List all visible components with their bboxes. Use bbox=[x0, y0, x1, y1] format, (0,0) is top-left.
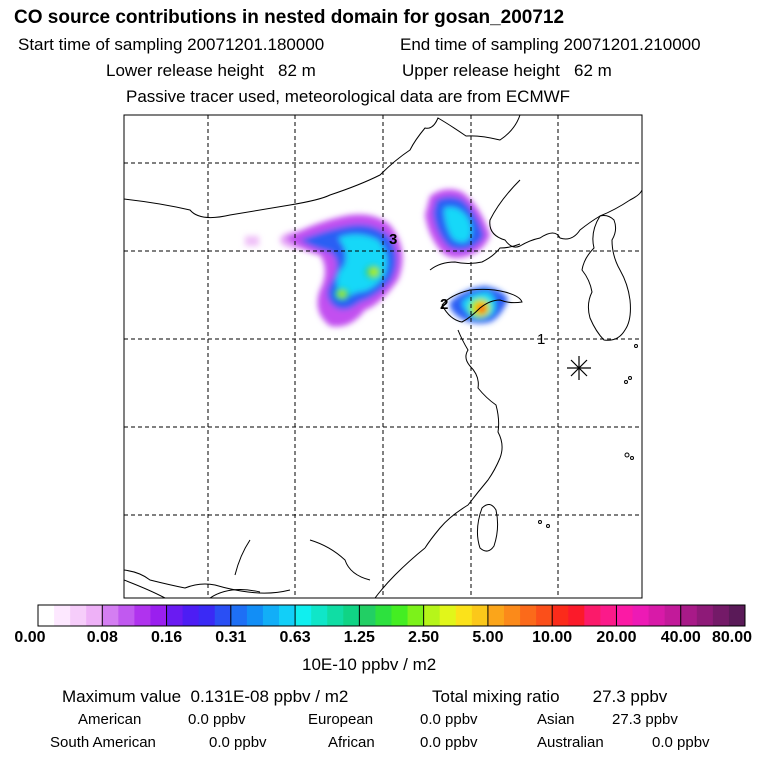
colorbar-tick-label: 0.31 bbox=[215, 629, 247, 646]
colorbar-swatch bbox=[86, 605, 103, 626]
colorbar-swatch bbox=[102, 605, 119, 626]
colorbar-swatch bbox=[680, 605, 698, 626]
plume-2 bbox=[449, 286, 508, 324]
region-name-african: African bbox=[328, 734, 375, 751]
colorbar-swatch bbox=[664, 605, 682, 626]
map-area: 3 2 1 bbox=[124, 115, 642, 598]
colorbar-swatch bbox=[616, 605, 633, 626]
plume-north bbox=[425, 189, 490, 258]
colorbar bbox=[37, 604, 746, 627]
colorbar-tick-label: 0.63 bbox=[279, 629, 311, 646]
colorbar-swatch bbox=[520, 605, 537, 626]
colorbar-swatch bbox=[359, 605, 376, 626]
region-value-european: 0.0 ppbv bbox=[420, 711, 478, 728]
region-name-asian: Asian bbox=[537, 711, 575, 728]
colorbar-swatch bbox=[54, 605, 71, 626]
maximum-value: Maximum value 0.131E-08 ppbv / m2 bbox=[62, 687, 349, 706]
region-value-asian: 27.3 ppbv bbox=[612, 711, 678, 728]
colorbar-swatch bbox=[487, 605, 505, 626]
colorbar-swatch bbox=[536, 605, 553, 626]
colorbar-swatch bbox=[600, 605, 617, 626]
colorbar-swatch bbox=[728, 605, 746, 626]
colorbar-swatch bbox=[134, 605, 151, 626]
colorbar-swatch bbox=[552, 605, 569, 626]
colorbar-tick-label: 40.00 bbox=[660, 629, 701, 646]
colorbar-swatch bbox=[327, 605, 344, 626]
colorbar-swatch bbox=[118, 605, 135, 626]
colorbar-swatch bbox=[150, 605, 167, 626]
colorbar-swatch bbox=[407, 605, 425, 626]
colorbar-swatch bbox=[230, 605, 248, 626]
colorbar-tick-label: 0.00 bbox=[14, 629, 46, 646]
region-name-south-american: South American bbox=[50, 734, 156, 751]
colorbar-swatch bbox=[182, 605, 200, 626]
region-value-african: 0.0 ppbv bbox=[420, 734, 478, 751]
colorbar-swatch bbox=[214, 605, 232, 626]
upper-release-height: Upper release height 62 m bbox=[402, 61, 612, 80]
colorbar-unit: 10E-10 ppbv / m2 bbox=[302, 655, 437, 674]
colorbar-tick-label: 1.25 bbox=[343, 629, 375, 646]
colorbar-swatch bbox=[503, 605, 521, 626]
colorbar-swatch bbox=[198, 605, 216, 626]
start-time: Start time of sampling 20071201.180000 bbox=[18, 35, 325, 54]
map-label-2: 2 bbox=[440, 296, 448, 313]
colorbar-swatch bbox=[648, 605, 666, 626]
colorbar-swatch bbox=[279, 605, 296, 626]
colorbar-swatch bbox=[423, 605, 441, 626]
colorbar-swatch bbox=[38, 605, 55, 626]
region-value-australian: 0.0 ppbv bbox=[652, 734, 710, 751]
colorbar-swatch bbox=[295, 605, 312, 626]
colorbar-swatch bbox=[262, 605, 280, 626]
colorbar-swatch bbox=[375, 605, 392, 626]
region-name-australian: Australian bbox=[537, 734, 604, 751]
map-frame bbox=[123, 114, 643, 599]
total-mixing-ratio: Total mixing ratio 27.3 ppbv bbox=[432, 687, 668, 706]
colorbar-swatch bbox=[712, 605, 730, 626]
colorbar-swatch bbox=[166, 605, 184, 626]
colorbar-swatch bbox=[455, 605, 473, 626]
colorbar-swatch bbox=[696, 605, 714, 626]
colorbar-tick-label: 5.00 bbox=[472, 629, 504, 646]
colorbar-swatch bbox=[311, 605, 328, 626]
colorbar-tick-label: 80.00 bbox=[711, 629, 753, 646]
colorbar-frame bbox=[37, 604, 746, 627]
colorbar-swatch bbox=[471, 605, 489, 626]
colorbar-swatch bbox=[439, 605, 457, 626]
region-name-american: American bbox=[78, 711, 142, 728]
station-marker-icon bbox=[567, 356, 591, 380]
colorbar-tick-label: 20.00 bbox=[596, 629, 637, 646]
end-time: End time of sampling 20071201.210000 bbox=[400, 35, 701, 54]
map-label-1: 1 bbox=[537, 331, 545, 348]
region-value-south-american: 0.0 ppbv bbox=[209, 734, 267, 751]
tracer-note: Passive tracer used, meteorological data… bbox=[126, 87, 571, 106]
colorbar-swatch bbox=[391, 605, 408, 626]
colorbar-swatch bbox=[584, 605, 601, 626]
graticule bbox=[124, 115, 642, 598]
colorbar-swatch bbox=[632, 605, 649, 626]
region-value-american: 0.0 ppbv bbox=[188, 711, 246, 728]
colorbar-tick-label: 0.16 bbox=[150, 629, 183, 646]
plume-3 bbox=[245, 214, 403, 327]
colorbar-swatch bbox=[343, 605, 360, 626]
region-name-european: European bbox=[308, 711, 374, 728]
colorbar-swatch bbox=[70, 605, 87, 626]
chart-title: CO source contributions in nested domain… bbox=[14, 7, 565, 28]
colorbar-swatch bbox=[568, 605, 585, 626]
colorbar-tick-label: 2.50 bbox=[408, 629, 440, 646]
colorbar-tick-label: 0.08 bbox=[86, 629, 118, 646]
colorbar-tick-label: 10.00 bbox=[532, 629, 573, 646]
colorbar-swatch bbox=[246, 605, 264, 626]
map-label-3: 3 bbox=[389, 231, 397, 248]
lower-release-height: Lower release height 82 m bbox=[106, 61, 316, 80]
